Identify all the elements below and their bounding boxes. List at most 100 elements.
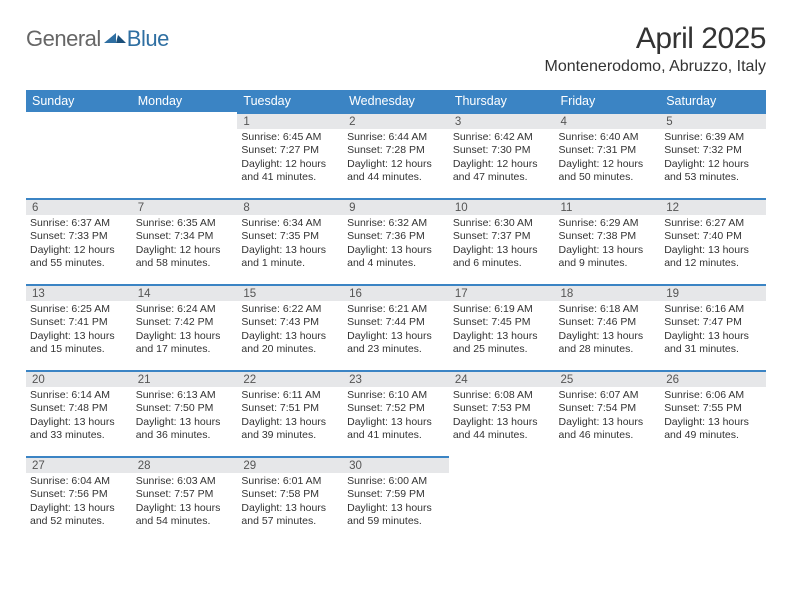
sunset-text: Sunset: 7:53 PM	[453, 402, 551, 415]
calendar-cell: 4Sunrise: 6:40 AMSunset: 7:31 PMDaylight…	[555, 112, 661, 198]
daylight-text-1: Daylight: 13 hours	[453, 244, 551, 257]
calendar-cell: 19Sunrise: 6:16 AMSunset: 7:47 PMDayligh…	[660, 284, 766, 370]
sunset-text: Sunset: 7:48 PM	[30, 402, 128, 415]
daylight-text-1: Daylight: 12 hours	[30, 244, 128, 257]
calendar-cell: 29Sunrise: 6:01 AMSunset: 7:58 PMDayligh…	[237, 456, 343, 542]
day-body: Sunrise: 6:19 AMSunset: 7:45 PMDaylight:…	[449, 301, 555, 359]
calendar-cell: 10Sunrise: 6:30 AMSunset: 7:37 PMDayligh…	[449, 198, 555, 284]
daylight-text-2: and 55 minutes.	[30, 257, 128, 270]
day-body: Sunrise: 6:13 AMSunset: 7:50 PMDaylight:…	[132, 387, 238, 445]
day-body: Sunrise: 6:27 AMSunset: 7:40 PMDaylight:…	[660, 215, 766, 273]
daylight-text-2: and 44 minutes.	[453, 429, 551, 442]
daylight-text-2: and 57 minutes.	[241, 515, 339, 528]
day-body: Sunrise: 6:25 AMSunset: 7:41 PMDaylight:…	[26, 301, 132, 359]
sunset-text: Sunset: 7:43 PM	[241, 316, 339, 329]
daylight-text-1: Daylight: 13 hours	[30, 502, 128, 515]
sunset-text: Sunset: 7:40 PM	[664, 230, 762, 243]
calendar-cell: 30Sunrise: 6:00 AMSunset: 7:59 PMDayligh…	[343, 456, 449, 542]
calendar-cell: 24Sunrise: 6:08 AMSunset: 7:53 PMDayligh…	[449, 370, 555, 456]
sunset-text: Sunset: 7:59 PM	[347, 488, 445, 501]
day-body: Sunrise: 6:16 AMSunset: 7:47 PMDaylight:…	[660, 301, 766, 359]
title-block: April 2025 Montenerodomo, Abruzzo, Italy	[545, 22, 766, 76]
sunrise-text: Sunrise: 6:27 AM	[664, 217, 762, 230]
daylight-text-1: Daylight: 12 hours	[453, 158, 551, 171]
calendar-cell: 2Sunrise: 6:44 AMSunset: 7:28 PMDaylight…	[343, 112, 449, 198]
calendar-cell	[26, 112, 132, 198]
daylight-text-1: Daylight: 13 hours	[30, 416, 128, 429]
calendar-cell: 3Sunrise: 6:42 AMSunset: 7:30 PMDaylight…	[449, 112, 555, 198]
calendar-week-row: 6Sunrise: 6:37 AMSunset: 7:33 PMDaylight…	[26, 198, 766, 284]
daylight-text-2: and 20 minutes.	[241, 343, 339, 356]
calendar-cell	[449, 456, 555, 542]
sunset-text: Sunset: 7:55 PM	[664, 402, 762, 415]
sunset-text: Sunset: 7:52 PM	[347, 402, 445, 415]
daylight-text-1: Daylight: 13 hours	[136, 330, 234, 343]
daylight-text-1: Daylight: 13 hours	[559, 416, 657, 429]
daylight-text-2: and 50 minutes.	[559, 171, 657, 184]
daylight-text-1: Daylight: 13 hours	[453, 416, 551, 429]
sunset-text: Sunset: 7:56 PM	[30, 488, 128, 501]
daylight-text-1: Daylight: 12 hours	[347, 158, 445, 171]
day-body: Sunrise: 6:32 AMSunset: 7:36 PMDaylight:…	[343, 215, 449, 273]
daylight-text-1: Daylight: 13 hours	[241, 244, 339, 257]
sunrise-text: Sunrise: 6:11 AM	[241, 389, 339, 402]
sunrise-text: Sunrise: 6:40 AM	[559, 131, 657, 144]
day-number: 12	[666, 202, 679, 214]
calendar-cell: 22Sunrise: 6:11 AMSunset: 7:51 PMDayligh…	[237, 370, 343, 456]
sunrise-text: Sunrise: 6:03 AM	[136, 475, 234, 488]
daylight-text-2: and 17 minutes.	[136, 343, 234, 356]
weekday-header: Monday	[132, 90, 238, 112]
sunset-text: Sunset: 7:27 PM	[241, 144, 339, 157]
day-body: Sunrise: 6:44 AMSunset: 7:28 PMDaylight:…	[343, 129, 449, 187]
calendar-cell	[555, 456, 661, 542]
day-body: Sunrise: 6:24 AMSunset: 7:42 PMDaylight:…	[132, 301, 238, 359]
weekday-header: Sunday	[26, 90, 132, 112]
sunrise-text: Sunrise: 6:42 AM	[453, 131, 551, 144]
sunset-text: Sunset: 7:38 PM	[559, 230, 657, 243]
day-number: 22	[243, 374, 256, 386]
day-number: 7	[138, 202, 144, 214]
day-number: 21	[138, 374, 151, 386]
calendar-week-row: 27Sunrise: 6:04 AMSunset: 7:56 PMDayligh…	[26, 456, 766, 542]
sunset-text: Sunset: 7:31 PM	[559, 144, 657, 157]
day-number: 18	[561, 288, 574, 300]
daylight-text-2: and 39 minutes.	[241, 429, 339, 442]
day-body: Sunrise: 6:29 AMSunset: 7:38 PMDaylight:…	[555, 215, 661, 273]
sunset-text: Sunset: 7:54 PM	[559, 402, 657, 415]
daylight-text-2: and 1 minute.	[241, 257, 339, 270]
day-number: 17	[455, 288, 468, 300]
calendar-cell: 26Sunrise: 6:06 AMSunset: 7:55 PMDayligh…	[660, 370, 766, 456]
sunrise-text: Sunrise: 6:25 AM	[30, 303, 128, 316]
day-body: Sunrise: 6:04 AMSunset: 7:56 PMDaylight:…	[26, 473, 132, 531]
day-body: Sunrise: 6:34 AMSunset: 7:35 PMDaylight:…	[237, 215, 343, 273]
day-number: 20	[32, 374, 45, 386]
day-number: 29	[243, 460, 256, 472]
day-body: Sunrise: 6:18 AMSunset: 7:46 PMDaylight:…	[555, 301, 661, 359]
sunrise-text: Sunrise: 6:14 AM	[30, 389, 128, 402]
daylight-text-1: Daylight: 13 hours	[664, 416, 762, 429]
daylight-text-1: Daylight: 13 hours	[347, 244, 445, 257]
daylight-text-1: Daylight: 13 hours	[664, 244, 762, 257]
day-body: Sunrise: 6:07 AMSunset: 7:54 PMDaylight:…	[555, 387, 661, 445]
sunrise-text: Sunrise: 6:04 AM	[30, 475, 128, 488]
daylight-text-2: and 23 minutes.	[347, 343, 445, 356]
calendar-week-row: 1Sunrise: 6:45 AMSunset: 7:27 PMDaylight…	[26, 112, 766, 198]
day-number: 27	[32, 460, 45, 472]
day-number: 3	[455, 116, 461, 128]
daylight-text-2: and 44 minutes.	[347, 171, 445, 184]
sunset-text: Sunset: 7:28 PM	[347, 144, 445, 157]
sunrise-text: Sunrise: 6:45 AM	[241, 131, 339, 144]
sunrise-text: Sunrise: 6:24 AM	[136, 303, 234, 316]
day-body: Sunrise: 6:11 AMSunset: 7:51 PMDaylight:…	[237, 387, 343, 445]
day-body: Sunrise: 6:30 AMSunset: 7:37 PMDaylight:…	[449, 215, 555, 273]
daylight-text-1: Daylight: 13 hours	[241, 330, 339, 343]
sunset-text: Sunset: 7:50 PM	[136, 402, 234, 415]
sunset-text: Sunset: 7:51 PM	[241, 402, 339, 415]
sunset-text: Sunset: 7:47 PM	[664, 316, 762, 329]
calendar-cell: 15Sunrise: 6:22 AMSunset: 7:43 PMDayligh…	[237, 284, 343, 370]
calendar-cell: 23Sunrise: 6:10 AMSunset: 7:52 PMDayligh…	[343, 370, 449, 456]
sunrise-text: Sunrise: 6:10 AM	[347, 389, 445, 402]
daylight-text-2: and 31 minutes.	[664, 343, 762, 356]
day-body: Sunrise: 6:03 AMSunset: 7:57 PMDaylight:…	[132, 473, 238, 531]
calendar-cell: 27Sunrise: 6:04 AMSunset: 7:56 PMDayligh…	[26, 456, 132, 542]
